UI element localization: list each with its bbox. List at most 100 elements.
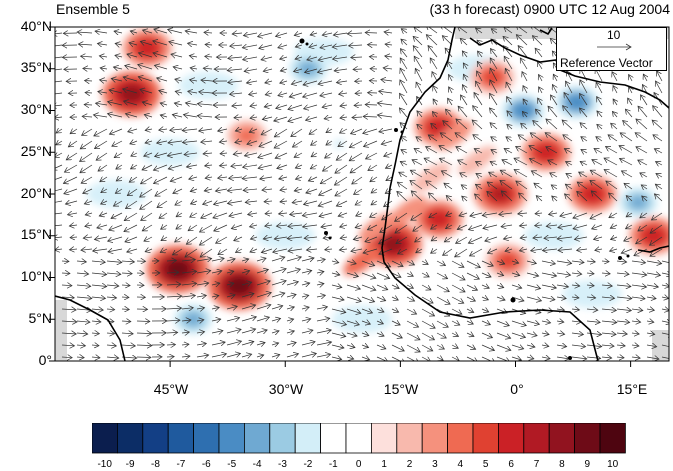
wind-vector (401, 150, 408, 153)
wind-vector (466, 356, 478, 361)
wind-vector (592, 160, 603, 166)
wind-vector (631, 357, 640, 358)
wind-vector (643, 74, 647, 82)
wind-vector (443, 121, 453, 130)
wind-vector (574, 237, 588, 239)
wind-vector (526, 285, 541, 289)
wind-vector (129, 176, 138, 182)
wind-vector (167, 153, 183, 156)
wind-vector (288, 225, 303, 226)
wind-vector (322, 105, 333, 107)
wind-vector (541, 285, 556, 288)
wind-vector (115, 43, 123, 45)
wind-vector (263, 237, 273, 239)
wind-vector (421, 332, 435, 340)
wind-vector (560, 213, 573, 216)
wind-vector (398, 248, 408, 254)
wind-vector (353, 237, 363, 240)
anomaly-blob (333, 139, 345, 149)
wind-vector (535, 225, 543, 226)
wind-vector (446, 109, 453, 118)
wind-vector (211, 342, 225, 345)
wind-vector (413, 46, 423, 58)
wind-vector (474, 149, 483, 153)
wind-vector (646, 261, 662, 264)
wind-vector (448, 98, 452, 106)
wind-vector (101, 201, 108, 204)
wind-vector (274, 237, 288, 239)
wind-vector (346, 261, 356, 264)
wind-vector (376, 321, 383, 324)
wind-vector (181, 295, 195, 297)
wind-vector (621, 249, 633, 253)
wind-vector (556, 333, 565, 334)
wind-vector (456, 119, 468, 130)
wind-vector (166, 345, 176, 346)
wind-vector (654, 194, 663, 202)
wind-vector (384, 153, 393, 156)
wind-vector (556, 345, 567, 347)
wind-vector (400, 123, 408, 130)
wind-vector (620, 133, 633, 142)
colorbar-swatch (497, 423, 525, 454)
wind-vector (55, 80, 63, 83)
wind-vector (346, 296, 361, 301)
wind-vector (248, 213, 258, 215)
wind-vector (604, 170, 618, 178)
wind-vector (616, 309, 631, 311)
reference-vector-magnitude: 10 (607, 28, 621, 42)
wind-vector (153, 53, 168, 58)
wind-vector (273, 249, 288, 252)
wind-vector (406, 320, 419, 327)
wind-vector (646, 309, 654, 310)
wind-vector (519, 249, 528, 251)
wind-vector (594, 237, 603, 239)
colorbar-swatch (294, 423, 321, 454)
wind-vector (556, 357, 569, 359)
wind-vector (646, 333, 655, 334)
wind-vector (115, 189, 123, 193)
wind-vector (586, 357, 601, 358)
wind-vector (55, 225, 63, 226)
wind-vector (586, 297, 596, 298)
wind-vector (249, 93, 258, 95)
wind-vector (601, 261, 609, 262)
wind-vector (656, 174, 663, 178)
wind-vector (200, 248, 213, 257)
wind-vector (472, 120, 483, 130)
wind-vector (196, 320, 204, 321)
lon-label-45w: 45°W (153, 381, 189, 397)
wind-vector (98, 92, 108, 94)
wind-vector (94, 237, 108, 240)
wind-vector (610, 249, 618, 251)
anomaly-blob (381, 235, 405, 254)
nodata-left (55, 300, 67, 361)
wind-vector (181, 260, 195, 262)
wind-vector (433, 86, 437, 94)
wind-vector (490, 108, 498, 118)
wind-vector (271, 293, 285, 297)
wind-vector (386, 177, 393, 181)
wind-vector (310, 165, 318, 169)
colorbar-label: 4 (457, 459, 464, 470)
wind-vector (507, 124, 512, 129)
wind-vector (61, 333, 76, 334)
wind-vector (417, 124, 422, 129)
wind-vector (316, 342, 332, 345)
wind-vector (534, 183, 543, 190)
wind-vector (586, 285, 594, 286)
wind-vector (620, 158, 633, 166)
wind-vector (522, 72, 528, 82)
wind-vector (256, 258, 266, 261)
wind-vector (256, 305, 271, 310)
wind-vector (310, 33, 318, 35)
colorbar-swatch (218, 423, 245, 454)
wind-vector (506, 137, 513, 141)
wind-vector (363, 116, 378, 117)
wind-vector (400, 68, 408, 82)
wind-vector (166, 320, 180, 321)
wind-vector (541, 345, 549, 346)
wind-vector (511, 285, 522, 288)
wind-vector (279, 213, 288, 214)
wind-vector (354, 188, 363, 195)
